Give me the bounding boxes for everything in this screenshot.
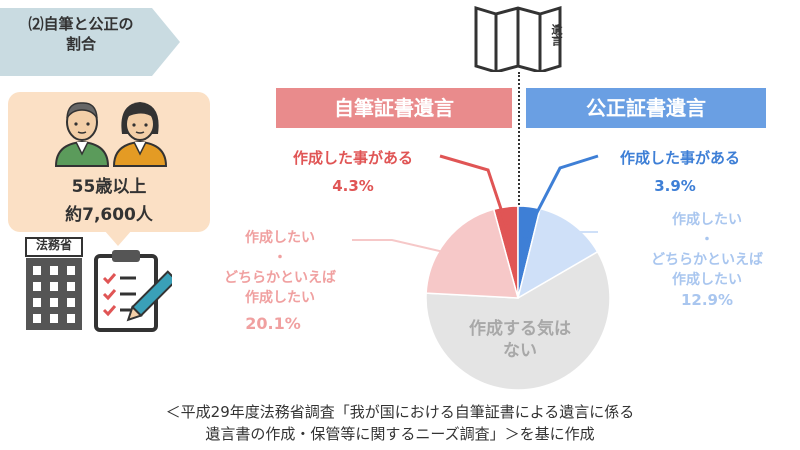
kosei-made-value: 3.9% (654, 177, 696, 195)
section-title: ⑵自筆と公正の 割合 (6, 14, 156, 54)
slice-no-intent (425, 250, 611, 391)
ministry-building-icon (25, 237, 83, 330)
leader-dot-slice-kosei-made (521, 230, 530, 239)
kosei-want-label: 作成したい ・ どちらかといえば 作成したい (622, 210, 792, 290)
section-title-line1: ⑵自筆と公正の (28, 15, 134, 33)
clipboard-checklist-icon (94, 250, 172, 332)
scroll-label: 遺言 (550, 24, 563, 46)
kosei-want-value: 12.9% (680, 291, 734, 309)
kosei-want-line1: 作成したい (672, 212, 742, 228)
will-scroll-icon (474, 5, 562, 72)
leader-line-slice-jihitsu-made (439, 154, 511, 235)
jihitsu-made-label: 作成した事がある (292, 149, 413, 167)
age-label: 55歳以上 (71, 177, 147, 197)
kosei-banner: 公正証書遺言 (526, 88, 766, 128)
respondent-card (8, 92, 210, 232)
respondent-card-tail (104, 230, 132, 246)
jihitsu-want-label: 作成したい ・ どちらかといえば 作成したい (200, 228, 360, 308)
kosei-want-line2: ・ (700, 232, 714, 248)
jihitsu-want-value: 20.1% (245, 314, 301, 333)
leader-line-slice-kosei-want (556, 231, 598, 248)
jihitsu-want-line2: ・ (273, 250, 287, 266)
source-note-line1: ＜平成29年度法務省調査「我が国における自筆証書による遺言に係る (165, 403, 635, 421)
leader-dot-slice-jihitsu-made (505, 230, 514, 239)
ministry-label: 法務省 (35, 238, 72, 252)
respondent-count: 約7,600人 (65, 205, 153, 225)
no-intent-line1: 作成する気は (469, 319, 571, 339)
jihitsu-made-value: 4.3% (332, 177, 374, 195)
center-divider (518, 72, 520, 220)
kosei-want-line4: 作成したい (672, 272, 742, 288)
source-note-line2: 遺言書の作成・保管等に関するニーズ調査」＞を基に作成 (205, 425, 595, 443)
no-intent-line2: ない (503, 341, 537, 361)
section-tag (0, 8, 180, 76)
no-intent-label: 作成する気は ない (440, 318, 600, 362)
jihitsu-want-line4: 作成したい (245, 290, 315, 306)
jihitsu-banner: 自筆証書遺言 (276, 88, 512, 128)
elderly-couple-icon (54, 102, 168, 167)
section-title-line2: 割合 (65, 35, 96, 53)
kosei-want-line3: どちらかといえば (651, 252, 763, 268)
jihitsu-want-line3: どちらかといえば (224, 270, 336, 286)
slice-jihitsu-want (425, 208, 519, 299)
leader-dot-slice-jihitsu-want (463, 253, 472, 262)
kosei-made-label: 作成した事がある (619, 149, 740, 167)
leader-line-slice-kosei-made (524, 154, 599, 235)
leader-dot-slice-kosei-want (552, 242, 561, 251)
jihitsu-want-line1: 作成したい (245, 230, 315, 246)
leader-line-slice-jihitsu-want (352, 239, 469, 259)
